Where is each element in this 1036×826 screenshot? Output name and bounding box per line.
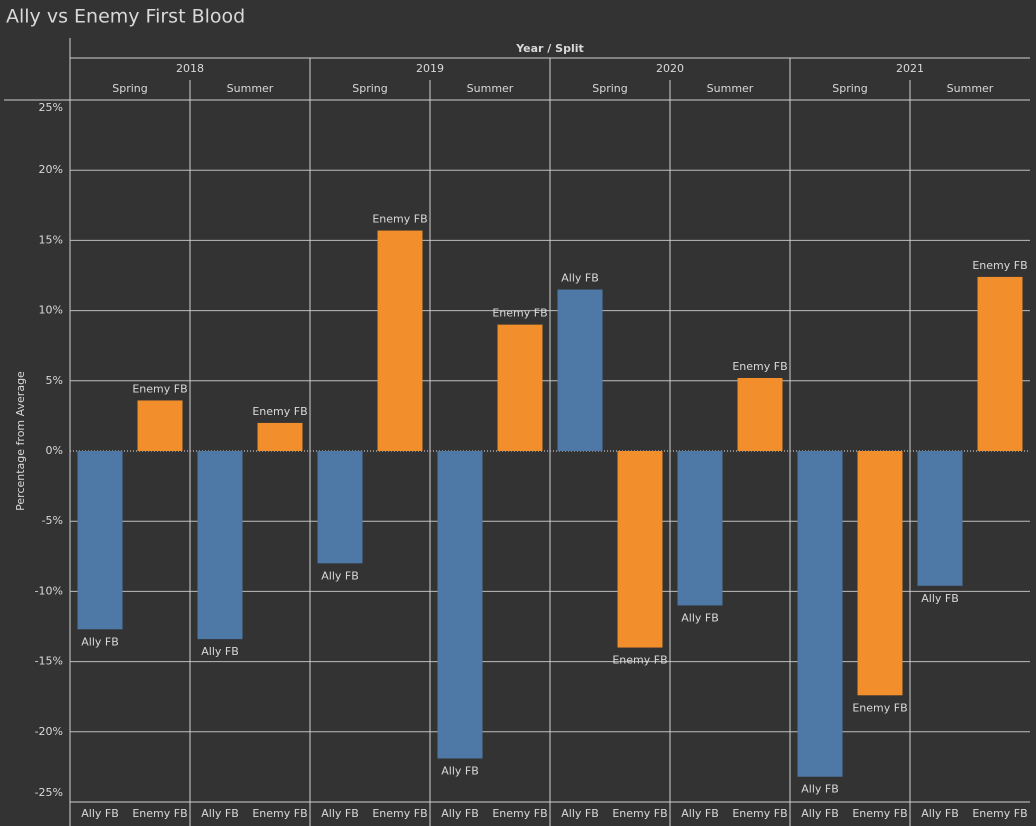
bar <box>77 451 123 630</box>
x-tick-label: Ally FB <box>801 807 839 820</box>
y-tick-label: -5% <box>42 514 63 527</box>
x-tick-label: Ally FB <box>921 807 959 820</box>
x-tick-label: Ally FB <box>441 807 479 820</box>
x-tick-label: Enemy FB <box>852 807 907 820</box>
bar <box>317 451 363 564</box>
year-label: 2019 <box>416 62 444 75</box>
bar-label: Ally FB <box>441 764 479 777</box>
x-tick-label: Ally FB <box>201 807 239 820</box>
split-label: Spring <box>352 82 388 95</box>
bar-label: Ally FB <box>561 272 599 285</box>
x-tick-label: Enemy FB <box>252 807 307 820</box>
year-label: 2018 <box>176 62 204 75</box>
bar-label: Enemy FB <box>132 382 187 395</box>
x-tick-label: Enemy FB <box>372 807 427 820</box>
y-tick-label: -25% <box>35 786 63 799</box>
bar-label: Enemy FB <box>852 701 907 714</box>
bar <box>797 451 843 777</box>
chart-title: Ally vs Enemy First Blood <box>6 6 245 28</box>
bar-label: Enemy FB <box>492 307 547 320</box>
bar-label: Ally FB <box>81 635 119 648</box>
y-tick-label: -15% <box>35 655 63 668</box>
y-tick-label: 10% <box>39 304 63 317</box>
split-label: Spring <box>112 82 148 95</box>
split-label: Summer <box>467 82 514 95</box>
bar <box>557 289 603 451</box>
x-tick-label: Enemy FB <box>972 807 1027 820</box>
bar <box>497 324 543 451</box>
bar <box>677 451 723 606</box>
x-tick-label: Ally FB <box>561 807 599 820</box>
y-tick-label: -10% <box>35 584 63 597</box>
y-axis-title: Percentage from Average <box>14 371 27 511</box>
x-tick-label: Ally FB <box>321 807 359 820</box>
bar-label: Enemy FB <box>252 405 307 418</box>
x-tick-label: Enemy FB <box>492 807 547 820</box>
year-label: 2020 <box>656 62 684 75</box>
y-tick-label: 15% <box>39 233 63 246</box>
bar <box>257 422 303 451</box>
bar-label: Enemy FB <box>612 654 667 667</box>
bar-label: Ally FB <box>921 592 959 605</box>
x-tick-label: Enemy FB <box>732 807 787 820</box>
x-axis-title: Year / Split <box>515 42 584 55</box>
split-label: Spring <box>592 82 628 95</box>
bar-label: Enemy FB <box>372 213 427 226</box>
y-tick-label: 5% <box>46 374 63 387</box>
bar-label: Ally FB <box>321 569 359 582</box>
x-tick-label: Enemy FB <box>612 807 667 820</box>
year-label: 2021 <box>896 62 924 75</box>
bar-label: Enemy FB <box>732 360 787 373</box>
x-tick-label: Enemy FB <box>132 807 187 820</box>
bar <box>617 451 663 648</box>
x-tick-label: Ally FB <box>681 807 719 820</box>
split-label: Summer <box>947 82 994 95</box>
bar <box>377 230 423 451</box>
split-label: Summer <box>707 82 754 95</box>
bar <box>977 276 1023 451</box>
y-tick-label: 20% <box>39 163 63 176</box>
bar <box>917 451 963 586</box>
bar-label: Ally FB <box>681 611 719 624</box>
y-tick-label: 25% <box>39 101 63 114</box>
bar <box>137 400 183 451</box>
bar <box>197 451 243 640</box>
bar-label: Ally FB <box>201 645 239 658</box>
bar <box>437 451 483 759</box>
bar-label: Enemy FB <box>972 259 1027 272</box>
bar <box>857 451 903 696</box>
split-label: Summer <box>227 82 274 95</box>
y-tick-label: -20% <box>35 725 63 738</box>
y-tick-label: 0% <box>46 444 63 457</box>
x-tick-label: Ally FB <box>81 807 119 820</box>
bar <box>737 377 783 451</box>
split-label: Spring <box>832 82 868 95</box>
bar-label: Ally FB <box>801 783 839 796</box>
